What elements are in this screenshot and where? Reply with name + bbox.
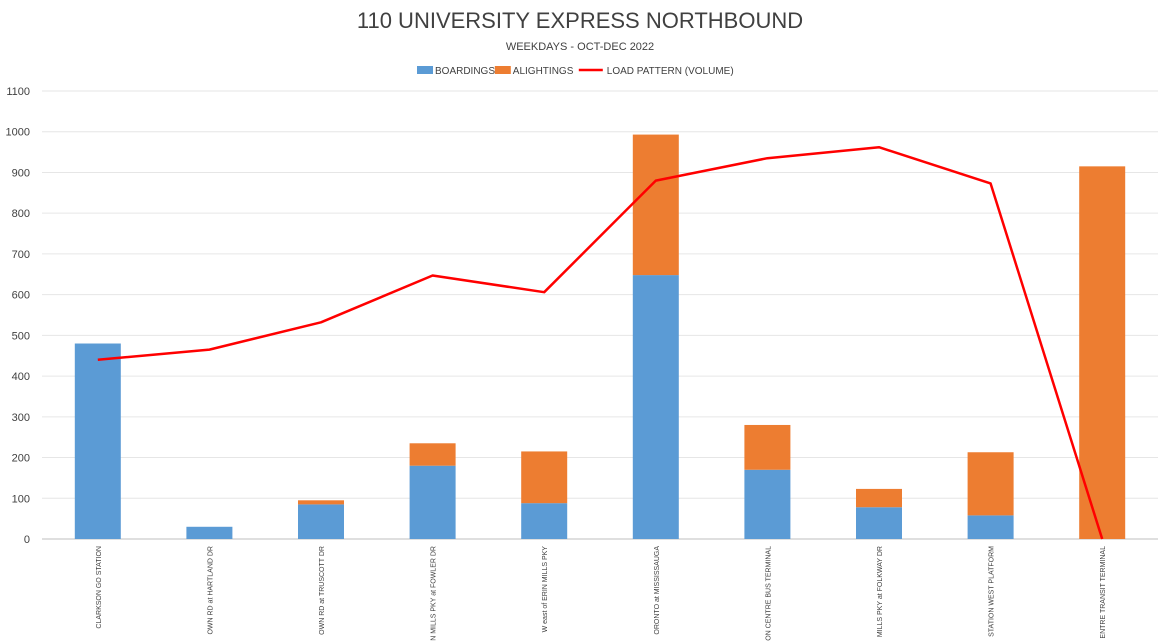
bar-alightings — [744, 424, 791, 470]
bar-boardings — [409, 465, 456, 539]
y-tick-label: 600 — [12, 290, 30, 302]
bar-alightings — [298, 500, 344, 505]
legend-swatch — [494, 66, 511, 74]
bars — [74, 134, 1126, 539]
x-category-label: ENTRE TRANSIT TERMINAL — [1100, 546, 1107, 639]
x-category-label: CLARKSON GO STATION — [96, 546, 103, 629]
x-category-label: ORONTO at MISSISSAUGA — [654, 546, 661, 635]
bar-boardings — [521, 503, 568, 539]
x-category-label: OWN RD at HARTLAND DR — [207, 546, 214, 635]
y-tick-label: 100 — [12, 493, 30, 505]
y-axis-ticks: 0 100 200 300 400 500 600 700 800 900 1000 1100 — [6, 86, 30, 546]
y-tick-label: 300 — [12, 412, 30, 424]
gridlines — [42, 90, 1158, 540]
bar-alightings — [409, 443, 456, 466]
y-tick-label: 400 — [12, 371, 30, 383]
y-tick-label: 800 — [12, 208, 30, 220]
bar-alightings — [521, 451, 568, 504]
bar-boardings — [74, 343, 121, 539]
bar-boardings — [186, 526, 233, 539]
bar-alightings — [1079, 166, 1126, 539]
y-tick-label: 200 — [12, 453, 30, 465]
load-pattern-line — [97, 145, 1104, 540]
y-tick-label: 900 — [12, 167, 30, 179]
bar-boardings — [856, 507, 902, 539]
legend-label: LOAD PATTERN (VOLUME) — [607, 66, 734, 77]
y-tick-label: 1100 — [6, 86, 30, 98]
y-tick-label: 0 — [24, 534, 30, 546]
x-category-label: W east of ERIN MILLS PKY — [542, 546, 549, 633]
legend: BOARDINGS ALIGHTINGS LOAD PATTERN (VOLUME) — [417, 66, 734, 77]
legend-swatch — [417, 66, 433, 74]
x-category-label: OWN RD at TRUSCOTT DR — [319, 546, 326, 635]
load-line-group — [97, 145, 1104, 540]
legend-label: ALIGHTINGS — [513, 66, 574, 77]
legend-label: BOARDINGS — [435, 66, 495, 77]
x-category-label: MILLS PKY at FOLKWAY DR — [877, 546, 884, 637]
x-category-label: ON CENTRE BUS TERMINAL — [765, 546, 772, 641]
y-tick-label: 1000 — [6, 127, 30, 139]
bar-alightings — [632, 134, 679, 276]
x-category-label: N MILLS PKY at FOWLER DR — [431, 546, 438, 641]
chart-subtitle: WEEKDAYS - OCT-DEC 2022 — [506, 41, 654, 53]
y-tick-label: 500 — [12, 330, 30, 342]
bar-boardings — [298, 504, 344, 539]
bar-boardings — [967, 515, 1014, 539]
x-axis-labels: CLARKSON GO STATION OWN RD at HARTLAND DR… — [96, 546, 1107, 641]
bar-boardings — [744, 469, 791, 539]
y-tick-label: 700 — [12, 249, 30, 261]
x-category-label: STATION WEST PLATFORM — [989, 546, 996, 637]
bar-alightings — [967, 452, 1014, 516]
chart-title: 110 UNIVERSITY EXPRESS NORTHBOUND — [357, 8, 803, 33]
bar-boardings — [632, 275, 679, 539]
bar-alightings — [856, 488, 902, 508]
